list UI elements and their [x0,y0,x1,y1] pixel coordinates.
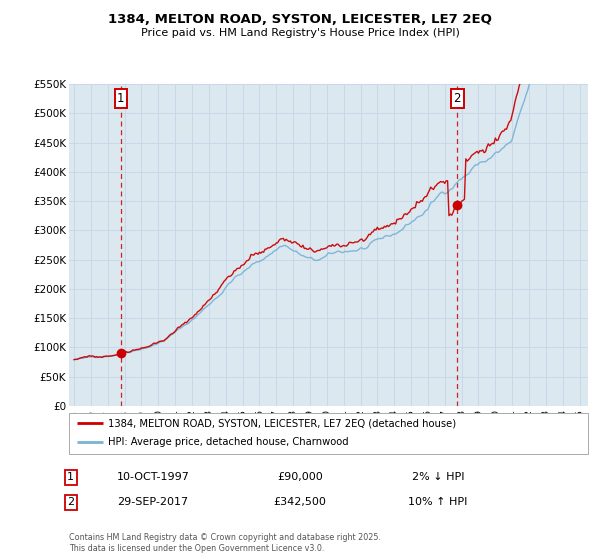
FancyBboxPatch shape [69,413,588,454]
Text: Contains HM Land Registry data © Crown copyright and database right 2025.
This d: Contains HM Land Registry data © Crown c… [69,533,381,553]
Text: 1384, MELTON ROAD, SYSTON, LEICESTER, LE7 2EQ (detached house): 1384, MELTON ROAD, SYSTON, LEICESTER, LE… [108,418,456,428]
Text: 1: 1 [67,472,74,482]
Text: £342,500: £342,500 [274,497,326,507]
Text: 2: 2 [67,497,74,507]
Text: Price paid vs. HM Land Registry's House Price Index (HPI): Price paid vs. HM Land Registry's House … [140,28,460,38]
Text: 29-SEP-2017: 29-SEP-2017 [118,497,188,507]
Text: £90,000: £90,000 [277,472,323,482]
Text: HPI: Average price, detached house, Charnwood: HPI: Average price, detached house, Char… [108,437,349,447]
Text: 2: 2 [454,92,461,105]
Text: 2% ↓ HPI: 2% ↓ HPI [412,472,464,482]
Text: 10% ↑ HPI: 10% ↑ HPI [409,497,467,507]
Text: 1384, MELTON ROAD, SYSTON, LEICESTER, LE7 2EQ: 1384, MELTON ROAD, SYSTON, LEICESTER, LE… [108,13,492,26]
Text: 1: 1 [117,92,125,105]
Text: 10-OCT-1997: 10-OCT-1997 [116,472,190,482]
